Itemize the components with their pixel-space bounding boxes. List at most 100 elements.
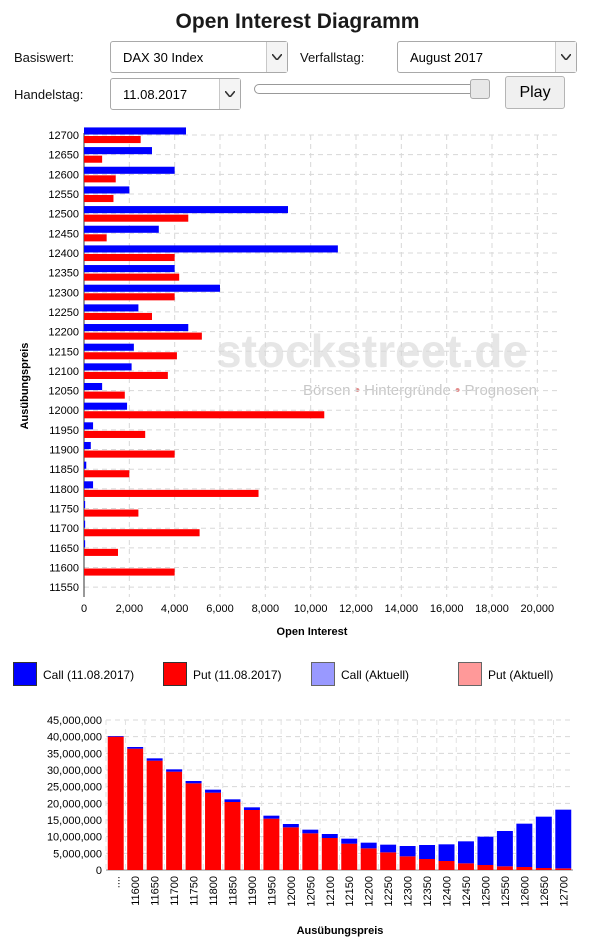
call-bar: [458, 841, 474, 864]
legend-swatch-call: [13, 662, 37, 686]
put-bar: [84, 332, 202, 340]
x-axis-title: Open Interest: [277, 626, 348, 638]
put-bar: [166, 771, 183, 870]
put-bar: [84, 509, 139, 517]
x-tick-label: 11700: [169, 876, 181, 906]
y-tick-label: 10,000,000: [47, 832, 102, 844]
call-bar: [84, 245, 338, 253]
play-button[interactable]: Play: [505, 76, 565, 109]
handelstag-label: Handelstag:: [14, 87, 84, 102]
call-bar: [84, 127, 186, 135]
call-bar: [185, 781, 202, 784]
x-tick-label: 12350: [422, 876, 434, 907]
call-bar: [477, 836, 494, 865]
y-tick-label: 11950: [49, 425, 79, 437]
date-slider-track[interactable]: [254, 84, 490, 94]
x-tick-label: 14,000: [385, 603, 419, 615]
put-bar: [84, 470, 130, 478]
put-bar: [535, 868, 552, 870]
put-bar: [84, 391, 125, 399]
put-bar: [84, 175, 116, 183]
put-bar: [84, 411, 325, 419]
x-tick-label: 11900: [247, 876, 259, 906]
date-slider-handle[interactable]: [470, 79, 490, 99]
total-open-interest-chart: 0 5,000,000 10,000,000 15,000,000 20,000,000…: [47, 715, 573, 937]
put-bar: [146, 760, 163, 870]
call-bar: [496, 831, 513, 867]
y-tick-label: 11800: [49, 484, 79, 496]
verfallstag-select[interactable]: August 2017: [397, 41, 577, 73]
put-bar: [380, 852, 397, 870]
basiswert-value: DAX 30 Index: [123, 50, 204, 65]
y-tick-label: 12000: [48, 405, 79, 417]
y-tick-label: 11650: [49, 543, 79, 555]
legend-label: Call (Aktuell): [341, 668, 410, 682]
call-bar: [84, 225, 159, 233]
x-tick-label: 11950: [266, 876, 278, 906]
x-tick-label: 12100: [325, 876, 337, 907]
put-bar: [84, 136, 141, 144]
call-bar: [302, 829, 319, 834]
call-bar: [84, 520, 86, 528]
y-tick-label: 12250: [48, 307, 79, 319]
call-bar: [84, 540, 86, 548]
y-tick-label: 12550: [48, 189, 79, 201]
x-tick-label: 12,000: [339, 603, 373, 615]
call-bar: [84, 304, 139, 312]
x-tick-label: 12600: [519, 876, 531, 907]
call-bar: [399, 846, 416, 857]
basiswert-select[interactable]: DAX 30 Index: [110, 41, 288, 73]
chevron-down-icon: [555, 42, 576, 72]
x-tick-label: 12650: [539, 876, 551, 907]
legend-label: Put (Aktuell): [488, 668, 554, 682]
put-bar: [84, 214, 189, 222]
call-bar: [166, 769, 183, 772]
y-tick-label: 12200: [48, 327, 79, 339]
call-bar: [84, 265, 175, 273]
x-tick-label: 12550: [500, 876, 512, 907]
y-axis-title: Ausübungspreis: [19, 343, 31, 430]
legend-label: Put (11.08.2017): [193, 668, 282, 682]
put-bar: [84, 529, 200, 537]
call-bar: [321, 834, 338, 838]
verfallstag-label: Verfallstag:: [300, 50, 365, 65]
chevron-down-icon: [219, 79, 240, 109]
y-tick-label: 11850: [49, 464, 79, 476]
y-tick-label: 0: [96, 865, 102, 877]
y-tick-label: 5,000,000: [53, 848, 102, 860]
put-bar: [360, 848, 377, 870]
call-bar: [380, 844, 397, 853]
put-bar: [477, 865, 494, 870]
y-tick-label: 45,000,000: [47, 715, 102, 727]
call-bar: [263, 815, 280, 819]
put-bar: [263, 818, 280, 870]
put-bar: [243, 810, 260, 870]
y-tick-label: 12350: [48, 268, 79, 280]
call-bar: [438, 844, 455, 861]
put-bar: [84, 253, 175, 262]
call-bar: [84, 147, 152, 155]
x-tick-label: 0: [81, 603, 87, 615]
call-bar: [84, 343, 134, 351]
x-tick-label: 11800: [208, 876, 220, 906]
put-bar: [84, 489, 259, 497]
handelstag-select[interactable]: 11.08.2017: [110, 78, 241, 110]
call-bar: [205, 789, 221, 793]
y-tick-label: 12700: [48, 130, 79, 142]
x-tick-label: 12150: [344, 876, 356, 907]
call-bar: [84, 324, 189, 332]
put-bar: [282, 827, 299, 870]
put-bar: [84, 450, 175, 458]
x-tick-label: 12700: [558, 876, 570, 907]
put-bar: [84, 352, 177, 360]
y-tick-label: 12300: [48, 287, 79, 299]
call-bar: [84, 402, 128, 410]
call-bar: [84, 461, 87, 469]
y-tick-label: 12050: [48, 386, 79, 398]
legend-swatch-call-aktuell: [311, 662, 335, 686]
page-title: Open Interest Diagramm: [175, 10, 420, 33]
y-tick-label: 20,000,000: [47, 798, 102, 810]
x-tick-label: ....: [111, 876, 123, 888]
